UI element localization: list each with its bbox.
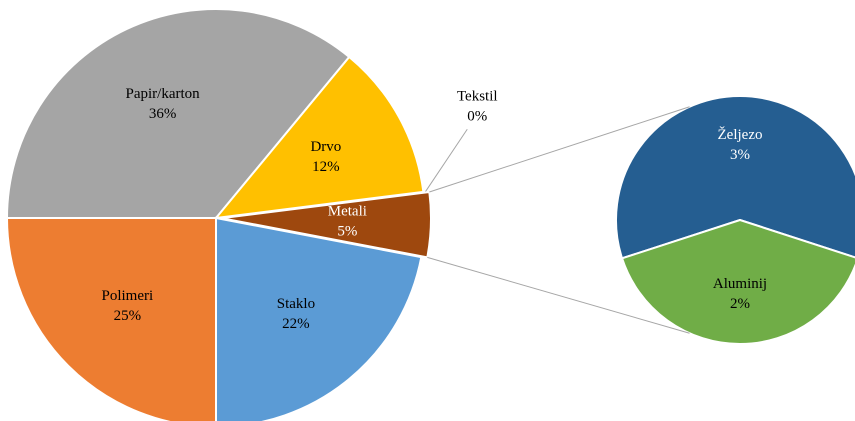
data-label-name: Tekstil bbox=[457, 89, 498, 105]
pie-slice bbox=[213, 55, 425, 220]
connector-line bbox=[427, 256, 690, 334]
data-label-value: 25% bbox=[114, 308, 142, 324]
data-label-value: 5% bbox=[337, 224, 357, 240]
pie-slice bbox=[5, 217, 217, 421]
data-label-value: 2% bbox=[730, 296, 750, 312]
data-label-name: Staklo bbox=[277, 296, 315, 312]
data-label-value: 22% bbox=[282, 316, 310, 332]
data-label-value: 12% bbox=[312, 159, 340, 175]
data-label-value: 36% bbox=[149, 106, 177, 122]
connector-line bbox=[429, 106, 690, 193]
data-label-name: Papir/karton bbox=[126, 86, 201, 102]
data-label-name: Željezo bbox=[718, 126, 763, 143]
data-label-name: Polimeri bbox=[101, 288, 153, 304]
leader-line bbox=[424, 128, 468, 193]
pie-slice bbox=[5, 8, 351, 219]
data-label-name: Drvo bbox=[310, 139, 341, 155]
pie-slice bbox=[221, 190, 432, 259]
pie-slice bbox=[615, 95, 855, 260]
data-label-value: 3% bbox=[730, 147, 750, 163]
data-label-name: Aluminij bbox=[713, 276, 767, 292]
pie-slice bbox=[620, 218, 855, 345]
pie-slice bbox=[215, 216, 423, 421]
data-label-value: 0% bbox=[467, 109, 487, 125]
data-label-name: Metali bbox=[328, 204, 367, 220]
